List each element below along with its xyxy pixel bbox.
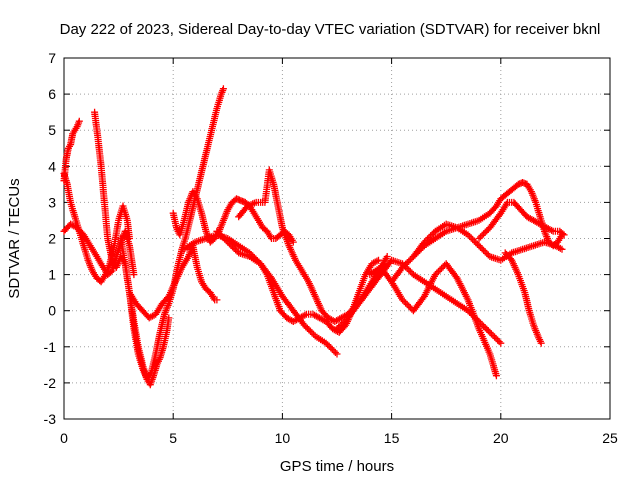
- axis-ticks: 0 5 10 15 20 25 -3 -2 -1 0 1 2 3 4 5 6 7: [44, 50, 618, 446]
- data-marks: [60, 85, 568, 389]
- y-tick-label: 2: [48, 231, 56, 247]
- y-tick-label: -3: [44, 411, 57, 427]
- y-tick-label: 5: [48, 122, 56, 138]
- x-tick-label: 20: [493, 430, 509, 446]
- data-points-track-10: [235, 166, 391, 325]
- chart-title: Day 222 of 2023, Sidereal Day-to-day VTE…: [60, 21, 601, 38]
- data-points-track-14: [409, 179, 566, 260]
- y-axis-label: SDTVAR / TECUs: [6, 178, 23, 298]
- series-track-2: [60, 170, 133, 286]
- x-axis-label: GPS time / hours: [280, 458, 394, 475]
- x-tick-label: 15: [384, 430, 400, 446]
- data-points-track-2: [60, 170, 133, 286]
- data-points-track-15: [475, 198, 568, 242]
- y-tick-label: 6: [48, 86, 56, 102]
- series-track-15: [475, 198, 568, 242]
- data-points-track-6: [126, 242, 221, 322]
- series-track-6: [126, 242, 221, 322]
- y-tick-label: 0: [48, 303, 56, 319]
- y-tick-label: -2: [44, 375, 57, 391]
- x-tick-label: 10: [275, 430, 291, 446]
- series-track-14: [409, 179, 566, 260]
- y-tick-label: -1: [44, 339, 57, 355]
- y-tick-label: 4: [48, 158, 56, 174]
- x-tick-label: 0: [60, 430, 68, 446]
- series-track-16: [501, 249, 545, 347]
- grid-lines: [64, 58, 610, 419]
- y-tick-label: 1: [48, 267, 56, 283]
- y-tick-label: 3: [48, 194, 56, 210]
- series-track-10: [235, 166, 391, 325]
- series-track-12: [366, 260, 500, 380]
- data-points-track-12: [366, 260, 500, 380]
- x-tick-label: 5: [169, 430, 177, 446]
- y-tick-label: 7: [48, 50, 56, 66]
- x-tick-label: 25: [602, 430, 618, 446]
- data-points-track-16: [501, 249, 545, 347]
